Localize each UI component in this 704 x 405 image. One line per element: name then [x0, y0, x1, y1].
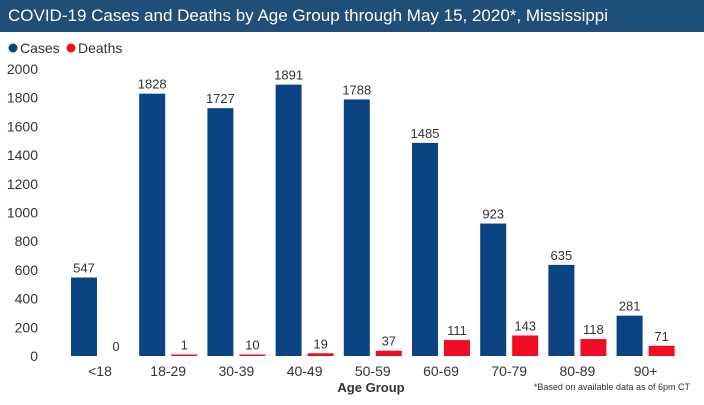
bar-cases: [548, 264, 575, 356]
bar-cases: [480, 223, 507, 356]
data-label-deaths: 71: [654, 329, 668, 344]
bar-cases: [71, 277, 97, 356]
bar-deaths: [307, 353, 334, 356]
x-tick-label: 60-69: [423, 363, 459, 379]
y-tick-label: 0: [30, 348, 38, 364]
data-label-cases: 281: [619, 299, 641, 314]
data-label-deaths: 111: [447, 323, 467, 338]
legend-marker-cases: [8, 43, 18, 53]
bar-cases: [275, 84, 302, 356]
x-tick-label: 90+: [634, 363, 658, 379]
bar-deaths: [444, 340, 470, 356]
y-tick-label: 400: [15, 291, 39, 307]
x-tick-label: 70-79: [491, 363, 527, 379]
legend-label-cases: Cases: [20, 40, 60, 56]
data-label-deaths: 1: [181, 338, 188, 353]
x-tick-label: 40-49: [287, 363, 323, 379]
y-tick-label: 1600: [7, 118, 38, 134]
bar-cases: [616, 315, 643, 356]
bars: 547 0 1828 1 1727 10 1891 19 1788 37 1485 111 923 143…: [71, 68, 675, 356]
data-label-deaths: 37: [382, 334, 396, 349]
bar-deaths: [512, 335, 539, 356]
y-tick-label: 800: [15, 233, 39, 249]
x-tick-label: <18: [88, 363, 112, 379]
y-tick-label: 600: [15, 262, 39, 278]
data-label-deaths: 143: [514, 318, 536, 333]
bar-deaths: [171, 354, 198, 356]
y-tick-label: 1200: [7, 176, 38, 192]
legend: Cases Deaths: [8, 40, 122, 56]
x-tick-label: 80-89: [559, 363, 595, 379]
data-label-deaths: 19: [313, 336, 327, 351]
bar-cases: [412, 142, 438, 356]
y-tick-label: 2000: [7, 61, 38, 77]
y-tick-label: 1800: [7, 90, 38, 106]
y-axis: 0 200 400 600 800 1000 1200 1400 1600 1800 2000: [7, 61, 38, 364]
x-axis-title: Age Group: [337, 380, 404, 395]
data-label-deaths: 0: [112, 339, 119, 354]
bar-deaths: [239, 354, 266, 356]
title-bar: COVID-19 Cases and Deaths by Age Group t…: [0, 0, 704, 32]
bar-cases: [343, 99, 370, 356]
x-tick-label: 18-29: [150, 363, 186, 379]
y-tick-label: 1000: [7, 205, 38, 221]
bar-cases: [139, 93, 166, 356]
data-label-cases: 1891: [274, 68, 303, 83]
data-label-deaths: 118: [583, 322, 604, 337]
bar-deaths: [580, 339, 607, 356]
x-tick-label: 30-39: [218, 363, 254, 379]
data-label-cases: 1485: [411, 126, 440, 141]
legend-label-deaths: Deaths: [78, 40, 122, 56]
bar-deaths: [648, 345, 675, 356]
y-tick-label: 1400: [7, 147, 38, 163]
x-axis: <18 18-29 30-39 40-49 50-59 60-69 70-79 80-89 90…: [88, 363, 657, 379]
data-label-cases: 635: [551, 248, 573, 263]
footnote: *Based on available data as of 6pm CT: [534, 382, 691, 392]
legend-marker-deaths: [66, 43, 76, 53]
x-tick-label: 50-59: [355, 363, 391, 379]
bar-deaths: [375, 350, 402, 356]
data-label-cases: 1828: [138, 77, 167, 92]
data-label-cases: 1727: [206, 91, 235, 106]
y-tick-label: 200: [15, 319, 39, 335]
data-label-cases: 1788: [342, 82, 371, 97]
data-label-cases: 547: [73, 261, 95, 276]
data-label-deaths: 10: [245, 338, 259, 353]
bar-cases: [207, 108, 234, 356]
data-label-cases: 923: [482, 207, 504, 222]
chart-title: COVID-19 Cases and Deaths by Age Group t…: [8, 6, 609, 25]
